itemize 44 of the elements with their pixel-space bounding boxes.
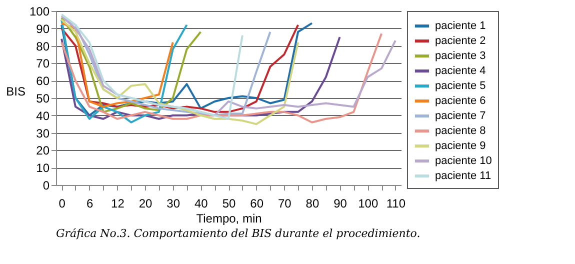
y-tick-label: 30 [36,126,50,140]
y-tick-label: 80 [36,39,50,54]
x-tick-label: 80 [306,196,320,210]
y-tick-label: 0 [42,178,50,192]
line-series [60,18,300,126]
x-tick-label: 70 [278,196,292,210]
x-tick-label: 12 [111,196,125,210]
line-series [60,13,244,120]
legend-label: paciente 5 [435,80,486,92]
line-series [60,22,174,108]
legend-label: paciente 8 [435,125,486,137]
line-series [60,32,383,124]
x-tick-label: 90 [334,196,348,210]
x-tick-label: 110 [386,196,406,210]
x-tick-label: 50 [222,196,236,210]
x-axis-title: Tiempo, min [196,212,262,226]
y-tick-label: 50 [36,92,50,106]
legend-label: paciente 4 [435,65,486,77]
legend-label: paciente 10 [435,155,492,167]
y-axis-title: BIS [6,84,26,98]
line-series [60,16,202,113]
y-tick-label: 60 [36,74,50,88]
y-tick-label: 20 [36,144,50,158]
y-tick-label: 70 [36,56,50,71]
text: Gráfica No.3. Comportamiento del BIS durante el procedimiento. [56,227,420,240]
x-tick-label: 0 [58,196,66,210]
x-tick-label: 100 [358,196,378,210]
legend-label: paciente 1 [435,20,486,32]
line-series [60,18,188,124]
y-tick-label: 90 [36,22,50,36]
legend-label: paciente 11 [435,170,492,182]
legend-label: paciente 3 [435,50,486,62]
x-tick-label: 60 [250,196,264,210]
legend-label: paciente 9 [435,140,486,152]
x-tick-label: 6 [86,196,94,210]
x-tick-label: 40 [194,196,208,210]
legend-label: paciente 2 [435,35,486,47]
x-tick-label: 30 [166,196,180,210]
x-tick-label: 20 [138,196,153,210]
y-tick-label: 10 [36,161,50,176]
y-tick-label: 100 [29,4,50,18]
legend-label: paciente 6 [435,95,486,107]
legend-label: paciente 7 [435,110,486,122]
y-tick-label: 40 [36,108,50,123]
